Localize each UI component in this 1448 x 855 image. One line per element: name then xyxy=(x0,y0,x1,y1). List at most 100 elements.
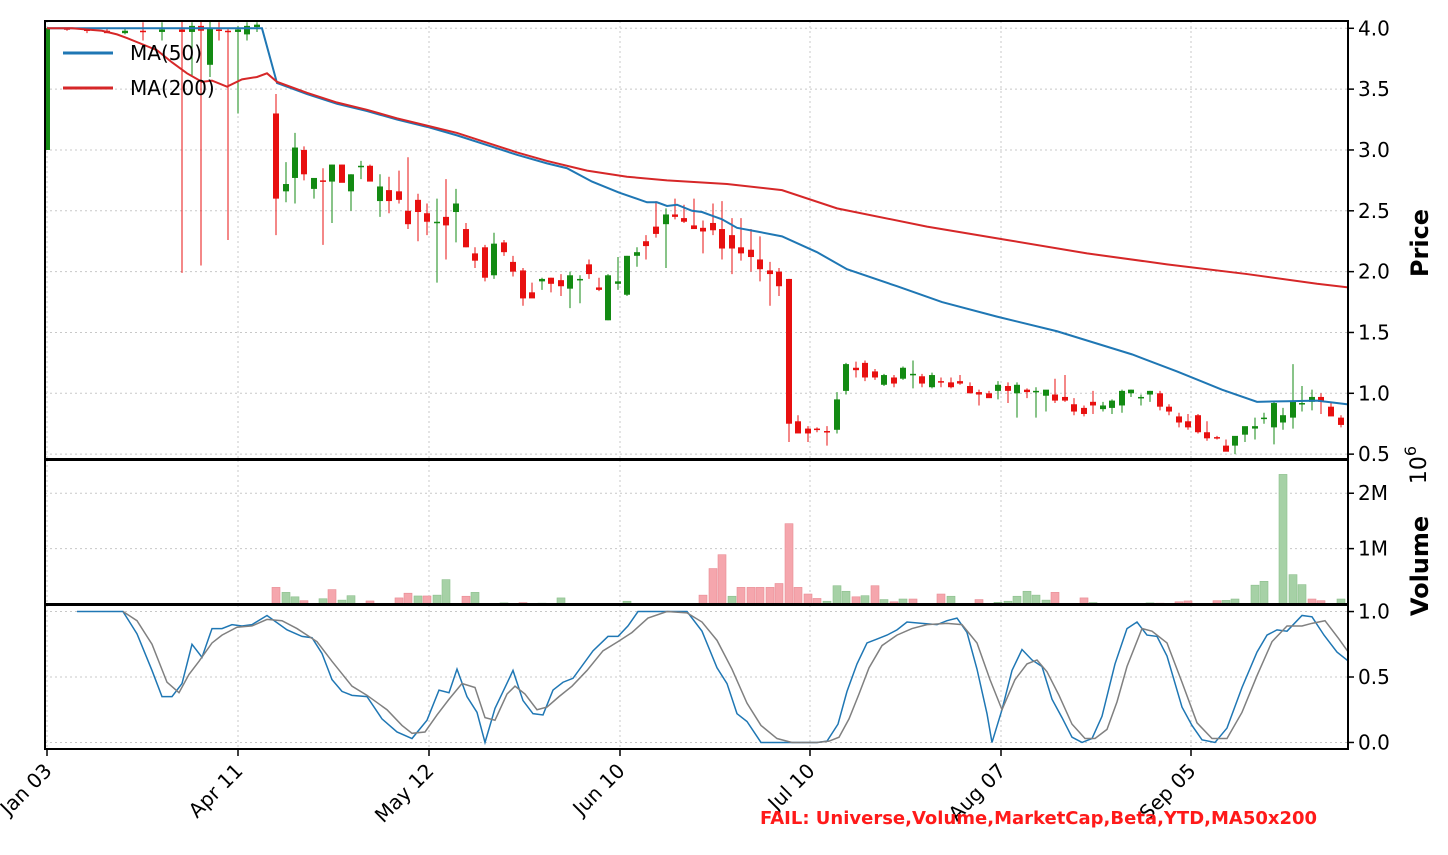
candle-body xyxy=(643,241,649,247)
volume-bar xyxy=(271,587,281,604)
candle-body xyxy=(301,149,307,175)
stochastic-k-line xyxy=(77,610,1348,746)
stochastic-y-axis: 0.0 0.5 1.0 xyxy=(1348,600,1390,754)
candle-body xyxy=(1071,404,1077,412)
volume-bar xyxy=(698,594,708,604)
candle-body xyxy=(1338,417,1344,425)
volume-bar xyxy=(774,583,784,604)
volume-panel-frame xyxy=(44,459,1349,605)
candle-body xyxy=(472,253,478,261)
volume-bar xyxy=(432,594,442,604)
candle-body xyxy=(748,249,754,258)
candle-body xyxy=(1204,432,1210,439)
volume-bar xyxy=(727,595,737,604)
candle-body xyxy=(1309,396,1315,402)
volume-bar xyxy=(812,598,822,604)
y-tick-label: 1M xyxy=(1358,537,1388,561)
y-tick-label: 2.0 xyxy=(1358,260,1390,284)
candle-body xyxy=(216,29,222,32)
candle-body xyxy=(254,24,260,28)
candle-body xyxy=(653,226,659,234)
y-tick-label: 4.0 xyxy=(1358,16,1390,40)
volume-bar xyxy=(851,596,861,604)
y-tick-label: 2.5 xyxy=(1358,199,1390,223)
candle-body xyxy=(1242,426,1248,435)
candle-body xyxy=(273,113,279,199)
candle-body xyxy=(1232,435,1238,446)
y-tick-label: 3.5 xyxy=(1358,77,1390,101)
candlesticks xyxy=(45,21,1382,455)
volume-bar xyxy=(441,579,451,604)
candle-body xyxy=(995,384,1001,391)
candle-body xyxy=(1195,415,1201,433)
stochastic-lines xyxy=(77,610,1348,746)
legend-label-ma200: MA(200) xyxy=(130,76,215,100)
volume-bar xyxy=(365,600,375,604)
candle-body xyxy=(1318,396,1324,402)
candle-body xyxy=(1214,437,1220,439)
volume-bar xyxy=(281,592,291,604)
candle-body xyxy=(1138,396,1144,399)
candle-body xyxy=(1119,390,1125,406)
volume-bar xyxy=(1012,595,1022,604)
candle-body xyxy=(1280,415,1286,423)
volume-bar xyxy=(1297,584,1307,604)
candle-body xyxy=(957,381,963,384)
volume-scale-label: 106 xyxy=(1401,446,1432,484)
candle-body xyxy=(1100,405,1106,410)
volume-bar xyxy=(841,590,851,604)
candle-body xyxy=(624,255,630,295)
candle-body xyxy=(710,222,716,231)
volume-bar xyxy=(327,589,337,604)
volume-bar xyxy=(461,595,471,604)
ma50-line xyxy=(47,27,1348,406)
volume-bar xyxy=(1316,600,1326,604)
candle-body xyxy=(596,287,602,290)
candle-body xyxy=(1376,437,1382,441)
candle-body xyxy=(358,165,364,168)
price-y-axis: 0.5 1.0 1.5 2.0 2.5 3.0 3.5 4.0 xyxy=(1348,16,1390,466)
volume-bar xyxy=(1050,592,1060,604)
volume-bar xyxy=(1212,600,1222,604)
candle-body xyxy=(558,280,564,287)
candle-body xyxy=(1014,384,1020,394)
volume-bar xyxy=(470,592,480,604)
candle-body xyxy=(738,247,744,254)
candle-body xyxy=(834,399,840,430)
candle-body xyxy=(948,382,954,388)
candle-body xyxy=(672,214,678,217)
candle-body xyxy=(443,216,449,226)
candle-body xyxy=(520,270,526,299)
candle-body xyxy=(367,165,373,182)
volume-bar xyxy=(556,597,566,604)
candle-body xyxy=(539,278,545,282)
volume-bar xyxy=(394,597,404,604)
volume-bar xyxy=(708,568,718,604)
volume-bar xyxy=(413,595,423,604)
y-tick-label: 1.0 xyxy=(1358,600,1390,624)
volume-bar xyxy=(784,523,794,604)
candle-body xyxy=(691,225,697,230)
candle-body xyxy=(577,278,583,281)
volume-bar xyxy=(1022,590,1032,604)
candle-body xyxy=(529,292,535,299)
candle-body xyxy=(1176,416,1182,423)
candle-body xyxy=(814,428,820,431)
volume-bar xyxy=(755,587,765,604)
candle-body xyxy=(891,377,897,384)
volume-bar xyxy=(403,592,413,604)
candle-body xyxy=(1043,389,1049,396)
y-tick-label: 0.5 xyxy=(1358,442,1390,466)
candle-body xyxy=(1033,390,1039,393)
volume-bar xyxy=(736,587,746,604)
candle-body xyxy=(567,275,573,289)
stochastic-grid xyxy=(45,605,1348,749)
candle-body xyxy=(1062,396,1068,401)
legend-label-ma50: MA(50) xyxy=(130,41,202,65)
candle-body xyxy=(663,214,669,225)
volume-bar xyxy=(822,600,832,604)
candle-body xyxy=(900,367,906,379)
volume-bar xyxy=(1250,584,1260,604)
volume-bar xyxy=(1003,600,1013,604)
candle-body xyxy=(453,203,459,213)
